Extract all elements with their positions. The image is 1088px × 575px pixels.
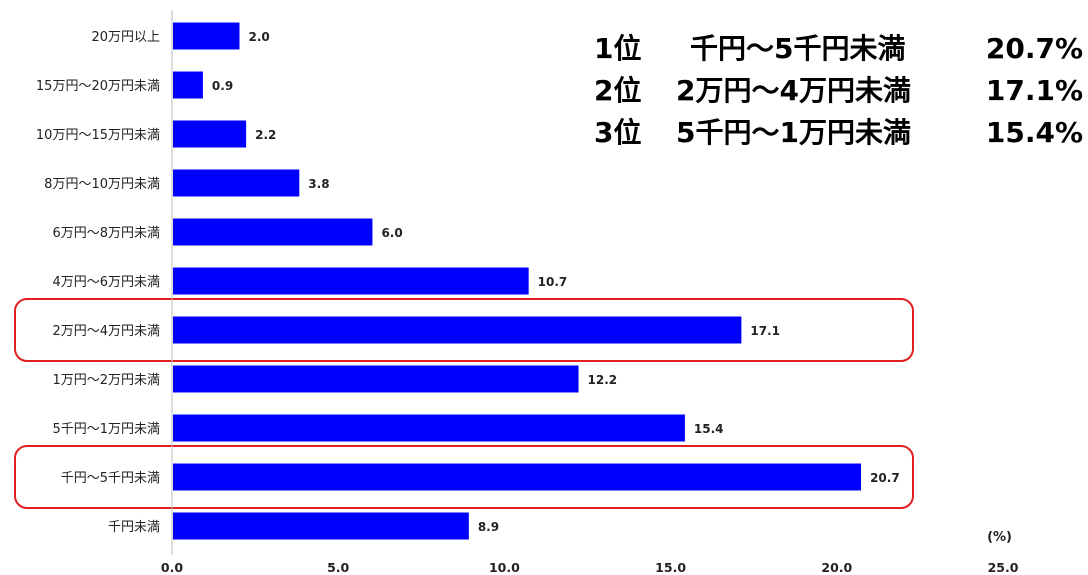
category-label: 4万円～6万円未満 bbox=[52, 275, 160, 290]
bar bbox=[173, 169, 300, 197]
highlight-box bbox=[14, 445, 914, 509]
category-label: 千円未満 bbox=[108, 520, 160, 535]
x-tick-group: 0.0 5.0 10.0 15.0 20.0 25.0 bbox=[161, 560, 1019, 575]
category-label: 2万円～4万円未満 bbox=[52, 324, 160, 339]
bar-group bbox=[173, 22, 862, 540]
value-label: 17.1 bbox=[750, 324, 780, 338]
value-label: 2.2 bbox=[255, 128, 276, 142]
rank-range: 千円～5千円未満 bbox=[690, 32, 905, 65]
highlight-group bbox=[14, 298, 914, 509]
rank-label: 2位 bbox=[594, 74, 641, 107]
rank-label: 1位 bbox=[594, 32, 641, 65]
rank-value: 15.4% bbox=[986, 116, 1083, 149]
category-label: 8万円～10万円未満 bbox=[44, 177, 160, 192]
unit-label: (%) bbox=[987, 530, 1012, 545]
bar bbox=[173, 22, 240, 50]
bar bbox=[173, 120, 247, 148]
x-tick-label: 20.0 bbox=[821, 560, 852, 575]
value-label: 20.7 bbox=[870, 471, 900, 485]
bar bbox=[173, 71, 203, 99]
value-label: 8.9 bbox=[478, 520, 499, 534]
x-tick-label: 5.0 bbox=[327, 560, 349, 575]
bar bbox=[173, 512, 469, 540]
ranking-line-3: 3位 5千円～1万円未満 15.4% bbox=[594, 116, 1083, 149]
category-label: 6万円～8万円未満 bbox=[52, 226, 160, 241]
bar bbox=[173, 267, 529, 295]
value-label: 0.9 bbox=[212, 79, 233, 93]
x-tick-label: 10.0 bbox=[489, 560, 520, 575]
rank-label: 3位 bbox=[594, 116, 641, 149]
category-label: 1万円～2万円未満 bbox=[52, 373, 160, 388]
category-label-group: 20万円以上 15万円～20万円未満 10万円～15万円未満 8万円～10万円未満 6万… bbox=[36, 30, 160, 535]
value-label: 12.2 bbox=[588, 373, 618, 387]
category-label: 15万円～20万円未満 bbox=[36, 79, 160, 94]
x-tick-label: 25.0 bbox=[988, 560, 1019, 575]
value-label: 10.7 bbox=[538, 275, 568, 289]
category-label: 5千円～1万円未満 bbox=[52, 422, 160, 437]
ranking-line-1: 1位 千円～5千円未満 20.7% bbox=[594, 32, 1083, 65]
category-label: 20万円以上 bbox=[91, 30, 160, 45]
rank-value: 20.7% bbox=[986, 32, 1083, 65]
value-label: 6.0 bbox=[381, 226, 402, 240]
x-tick-label: 15.0 bbox=[655, 560, 686, 575]
rank-range: 2万円～4万円未満 bbox=[676, 74, 911, 107]
ranking-summary: 1位 千円～5千円未満 20.7% 2位 2万円～4万円未満 17.1% 3位 … bbox=[594, 32, 1083, 149]
value-label: 15.4 bbox=[694, 422, 724, 436]
bar bbox=[173, 365, 579, 393]
bar bbox=[173, 414, 685, 442]
category-label: 千円～5千円未満 bbox=[61, 471, 160, 486]
x-tick-label: 0.0 bbox=[161, 560, 183, 575]
value-label: 2.0 bbox=[248, 30, 269, 44]
ranking-line-2: 2位 2万円～4万円未満 17.1% bbox=[594, 74, 1083, 107]
rank-value: 17.1% bbox=[986, 74, 1083, 107]
value-label-group: 2.0 0.9 2.2 3.8 6.0 10.7 17.1 12.2 15.4 20.7 8.9 bbox=[212, 30, 900, 534]
bar bbox=[173, 218, 373, 246]
highlight-box bbox=[14, 298, 914, 362]
category-label: 10万円～15万円未満 bbox=[36, 128, 160, 143]
rank-range: 5千円～1万円未満 bbox=[676, 116, 911, 149]
bar bbox=[173, 463, 862, 491]
bar bbox=[173, 316, 742, 344]
value-label: 3.8 bbox=[308, 177, 329, 191]
